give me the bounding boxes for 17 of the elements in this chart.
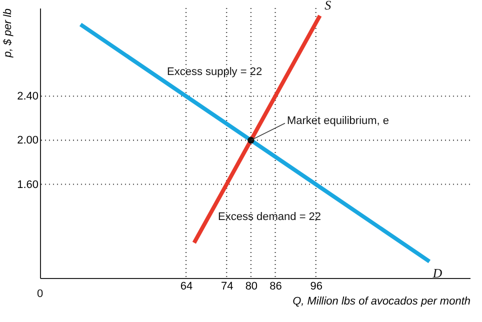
- y-tick-label: 2.40: [17, 90, 38, 103]
- x-tick-label: 96: [310, 280, 322, 292]
- series-label: D: [432, 265, 443, 280]
- y-axis-title: p, $ per lb: [2, 8, 14, 58]
- y-tick-label: 1.60: [17, 178, 38, 191]
- annotation: Market equilibrium, e: [286, 115, 390, 128]
- x-tick-label: 74: [220, 280, 234, 292]
- series-label: S: [324, 0, 332, 13]
- x-tick-label: 86: [270, 280, 282, 292]
- x-axis-title: Q, Million lbs of avocados per month: [292, 296, 470, 308]
- x-tick-label: 64: [180, 280, 193, 292]
- x-tick-label: 80: [245, 280, 258, 292]
- annotation: Excess demand = 22: [218, 211, 322, 223]
- line-series: [78, 22, 432, 264]
- text: 0: [36, 288, 44, 300]
- annotation: Excess supply = 22: [167, 66, 262, 78]
- y-tick-label: 2.00: [17, 134, 38, 147]
